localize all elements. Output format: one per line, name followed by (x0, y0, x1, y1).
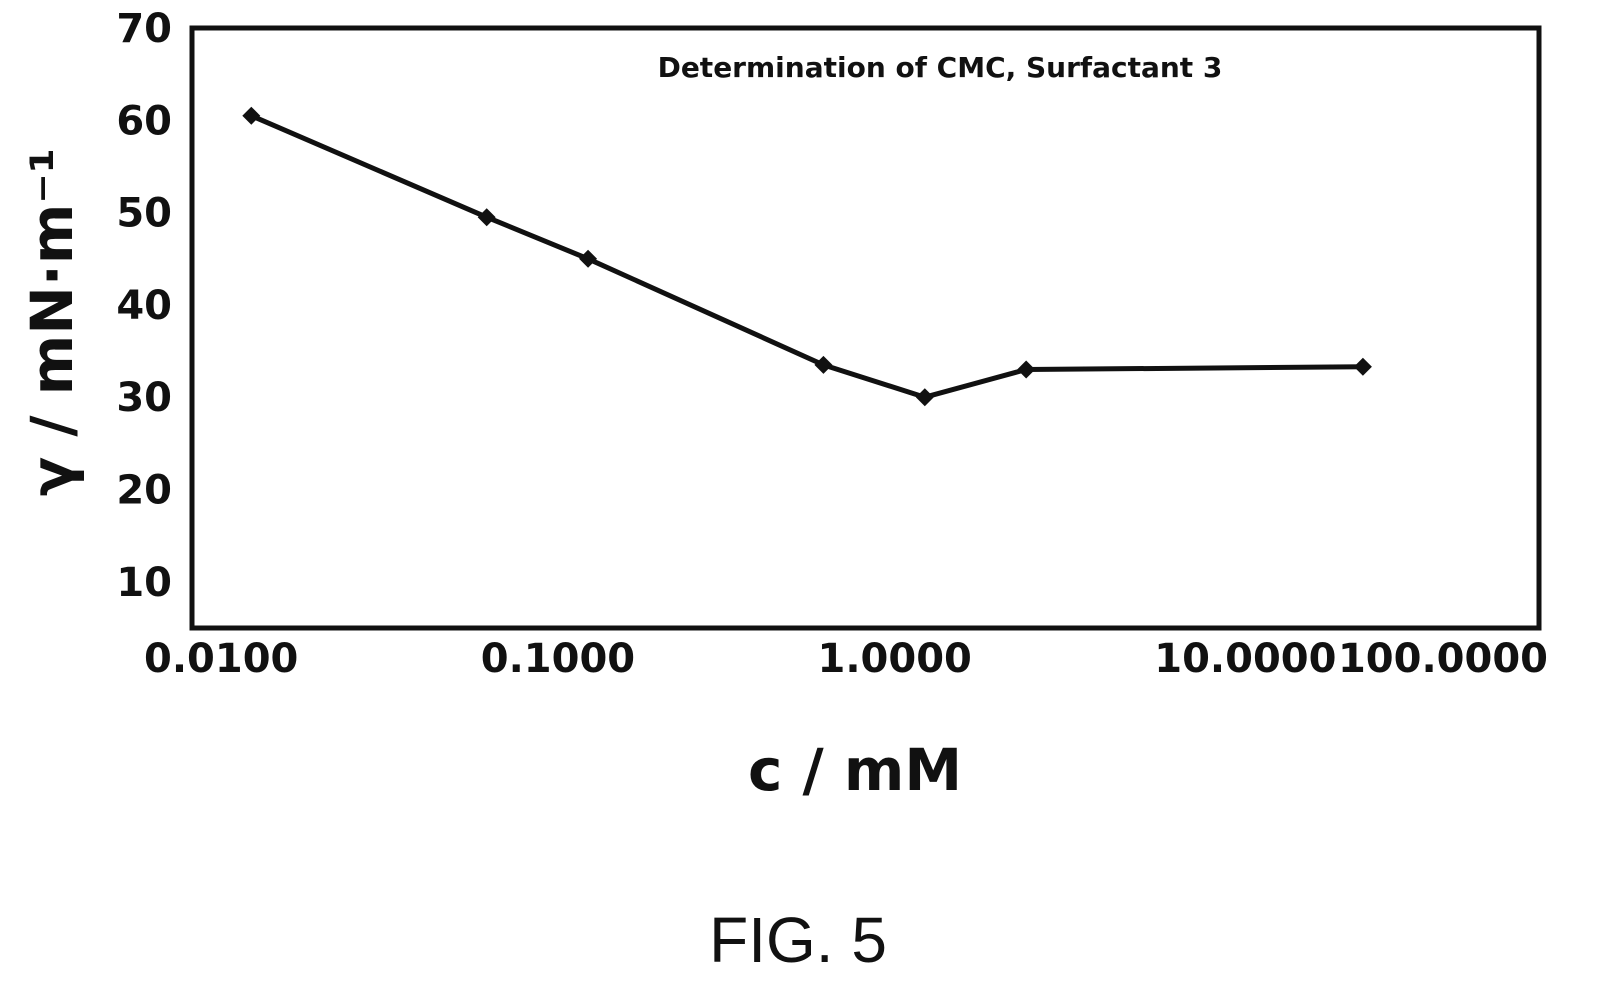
y-tick-label: 10 (116, 560, 172, 606)
y-tick-label: 30 (116, 375, 172, 421)
y-tick-label: 40 (116, 283, 172, 329)
data-point (814, 355, 833, 374)
y-tick-label: 50 (116, 191, 172, 237)
x-tick-label: 0.1000 (481, 636, 635, 682)
x-tick-labels: 0.0100 0.1000 1.0000 10.0000 100.0000 (144, 636, 1548, 682)
x-axis-title: c / mM (748, 736, 962, 804)
x-tick-label: 100.0000 (1338, 636, 1548, 682)
data-point (242, 106, 261, 125)
data-series (242, 106, 1372, 407)
data-point (579, 249, 598, 268)
x-tick-label: 0.0100 (144, 636, 298, 682)
figure-caption: FIG. 5 (709, 904, 887, 976)
plot-frame (189, 25, 1542, 631)
y-tick-label: 60 (116, 98, 172, 144)
chart-title: Determination of CMC, Surfactant 3 (658, 51, 1223, 84)
y-tick-labels: 10 20 30 40 50 60 70 (116, 6, 172, 606)
y-tick-label: 70 (116, 6, 172, 52)
data-point (477, 208, 496, 227)
y-tick-label: 20 (116, 468, 172, 514)
data-point (915, 388, 934, 407)
x-tick-label: 1.0000 (818, 636, 972, 682)
data-point (1353, 357, 1372, 376)
y-axis-title: γ / mN·m⁻¹ (18, 148, 86, 497)
data-point (1017, 360, 1036, 379)
series-line (250, 113, 1363, 400)
x-tick-label: 10.0000 (1154, 636, 1336, 682)
